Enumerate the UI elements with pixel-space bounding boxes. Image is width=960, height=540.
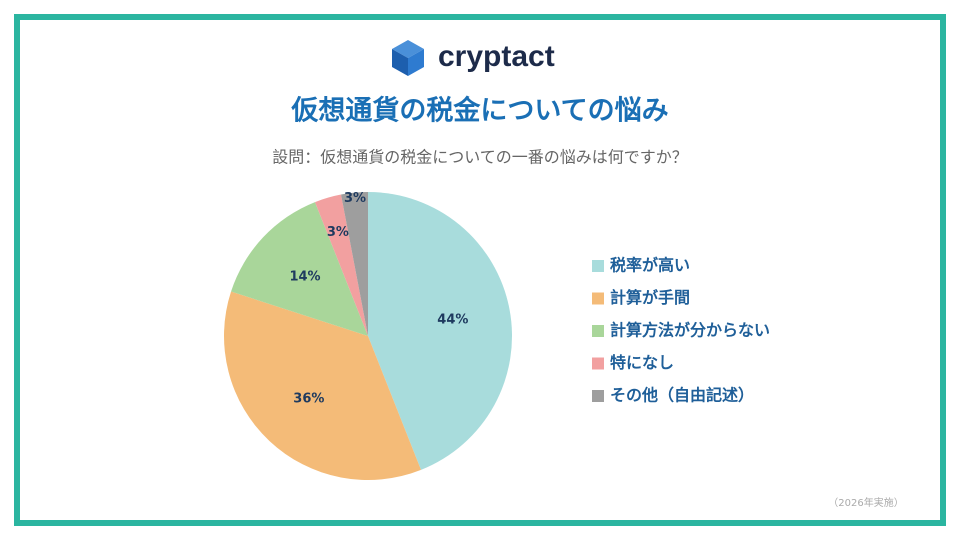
data-label: 3% bbox=[344, 191, 366, 206]
legend-label: 計算方法が分からない bbox=[610, 321, 770, 340]
chart-title: 仮想通貨の税金についての悩み bbox=[290, 95, 668, 127]
legend-label: その他（自由記述） bbox=[610, 386, 754, 405]
legend-label: 特になし bbox=[610, 353, 674, 372]
pie-slice bbox=[223, 291, 422, 480]
legend-label: 計算が手間 bbox=[610, 288, 690, 307]
data-label: 36% bbox=[293, 391, 324, 406]
chart-subtitle: 設問：仮想通貨の税金についての一番の悩みは何ですか？ bbox=[272, 148, 688, 167]
pie-slice bbox=[341, 192, 368, 336]
legend-swatch bbox=[592, 357, 604, 370]
data-label: 14% bbox=[289, 269, 320, 284]
brand: cryptact bbox=[438, 40, 555, 73]
legend-swatch bbox=[592, 390, 604, 402]
logo-icon bbox=[392, 40, 424, 76]
footnote: （2026年実施） bbox=[828, 496, 903, 509]
legend-swatch bbox=[592, 260, 604, 272]
legend-swatch bbox=[592, 292, 604, 305]
data-label: 3% bbox=[327, 225, 349, 240]
data-label: 44% bbox=[437, 312, 468, 327]
pie-slice bbox=[231, 202, 368, 336]
legend-swatch bbox=[592, 325, 604, 337]
legend-label: 税率が高い bbox=[610, 256, 690, 275]
pie-slice bbox=[368, 191, 513, 470]
pie-slice bbox=[314, 194, 368, 336]
